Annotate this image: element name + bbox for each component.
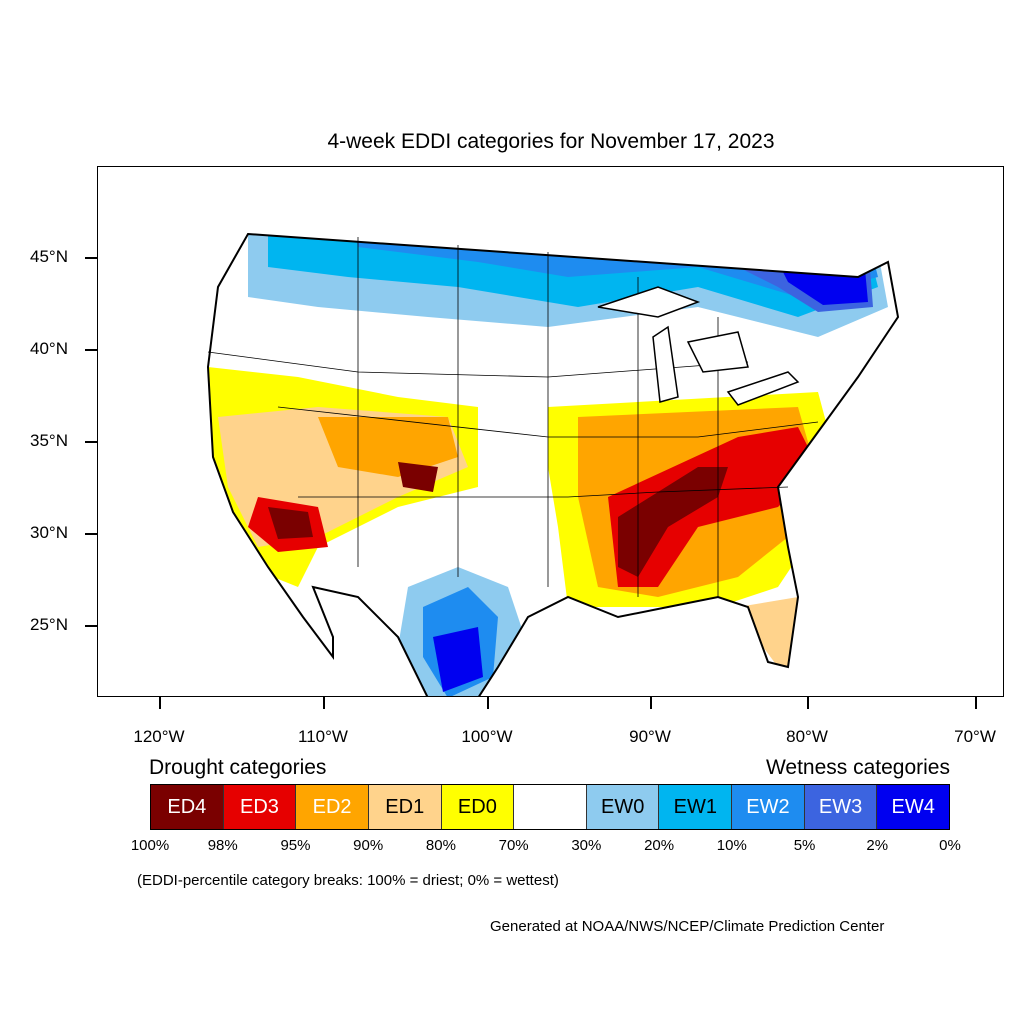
lon-tick <box>975 697 977 709</box>
legend-swatch-ed2: ED2 <box>296 785 369 829</box>
lon-tick <box>487 697 489 709</box>
lat-tick <box>85 349 97 351</box>
legend-break-label: 100% <box>130 837 170 854</box>
legend-break-label: 2% <box>866 837 889 854</box>
legend-swatch-ew0: EW0 <box>586 785 660 829</box>
texas-wetness-ew4 <box>433 627 483 692</box>
map-panel <box>97 166 1004 697</box>
lat-label-40n: 40°N <box>30 339 68 358</box>
new-mexico-ed4 <box>398 462 438 492</box>
legend-swatch-ew2: EW2 <box>732 785 805 829</box>
legend-break-label: 30% <box>571 837 602 854</box>
four-corners-ed2 <box>318 417 458 477</box>
us-outline <box>206 232 900 696</box>
lon-label-80w: 80°W <box>786 727 828 746</box>
legend-swatch-ew4: EW4 <box>877 785 950 829</box>
lat-tick <box>85 625 97 627</box>
legend-break-label: 98% <box>207 837 238 854</box>
legend-swatch-ew1: EW1 <box>659 785 733 829</box>
legend-break-label: 70% <box>498 837 529 854</box>
legend-break-label: 10% <box>716 837 747 854</box>
legend-swatch-ed3: ED3 <box>223 785 297 829</box>
lon-label-100w: 100°W <box>461 727 513 746</box>
legend-swatch-ew3: EW3 <box>804 785 878 829</box>
lon-label-120w: 120°W <box>133 727 185 746</box>
legend-color-bar: ED4 ED3 ED2 ED1 ED0 EW0 EW1 EW2 EW3 EW4 <box>150 784 950 830</box>
map-title: 4-week EDDI categories for November 17, … <box>327 130 775 153</box>
legend-swatch-ed4: ED4 <box>151 785 224 829</box>
lat-tick <box>85 257 97 259</box>
credit-line: Generated at NOAA/NWS/NCEP/Climate Predi… <box>490 918 885 935</box>
lon-tick <box>159 697 161 709</box>
eddi-map <box>98 167 1003 696</box>
legend-break-label: 5% <box>793 837 816 854</box>
florida-ed1 <box>738 597 798 667</box>
great-lakes <box>597 286 800 406</box>
drought-categories-heading: Drought categories <box>149 756 327 779</box>
lon-label-110w: 110°W <box>298 727 348 746</box>
wetness-categories-heading: Wetness categories <box>765 756 950 779</box>
lat-label-35n: 35°N <box>30 431 68 450</box>
lon-tick <box>807 697 809 709</box>
lat-label-30n: 30°N <box>30 523 68 542</box>
breaks-note: (EDDI-percentile category breaks: 100% =… <box>137 872 559 889</box>
legend-break-label: 90% <box>353 837 384 854</box>
legend-break-label: 80% <box>425 837 456 854</box>
lat-label-45n: 45°N <box>30 247 68 266</box>
lon-label-70w: 70°W <box>954 727 996 746</box>
legend-swatch-ed1: ED1 <box>368 785 442 829</box>
southeast-drought-ed4 <box>618 467 728 577</box>
lat-tick <box>85 441 97 443</box>
lon-tick <box>323 697 325 709</box>
lat-tick <box>85 533 97 535</box>
legend-swatch-neutral <box>514 785 587 829</box>
southeast-drought-ed3 <box>608 427 818 587</box>
legend-swatch-ed0: ED0 <box>441 785 515 829</box>
legend-break-label: 20% <box>644 837 675 854</box>
lon-tick <box>650 697 652 709</box>
legend-break-label: 0% <box>939 837 961 854</box>
state-boundaries <box>207 237 819 597</box>
lon-label-90w: 90°W <box>629 727 671 746</box>
arizona-ed4 <box>268 507 313 539</box>
legend-break-label: 95% <box>280 837 311 854</box>
lat-label-25n: 25°N <box>30 615 68 634</box>
eddi-shading <box>208 234 898 696</box>
